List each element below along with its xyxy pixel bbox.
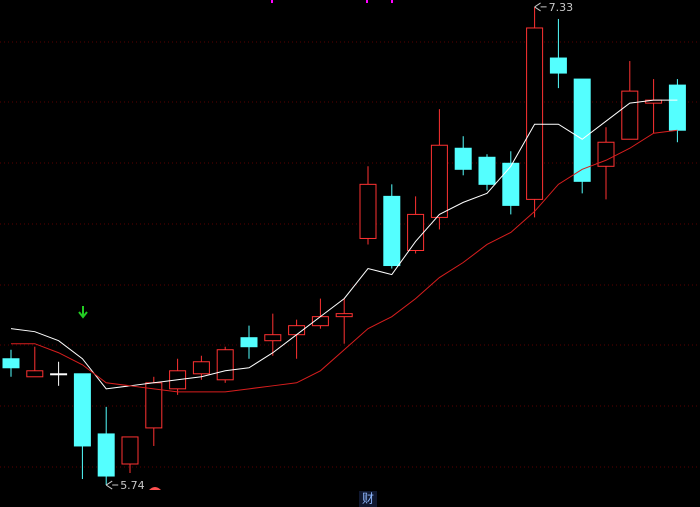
candle-body (573, 78, 591, 182)
candle-body (359, 183, 377, 239)
candle-body (597, 141, 615, 167)
candle-body (549, 57, 567, 74)
candle-body (621, 90, 639, 140)
signal-arrow (78, 306, 88, 319)
candle-body (240, 337, 258, 348)
candle-body (430, 144, 448, 218)
signal-icon (149, 487, 161, 490)
grid (0, 41, 700, 468)
candle-body (335, 313, 353, 318)
candle-body (216, 349, 234, 381)
moving-average (10, 99, 678, 390)
top-marks (271, 0, 393, 3)
candle-body (383, 195, 401, 267)
candle-body (97, 433, 115, 477)
candle-body (121, 436, 139, 465)
candle-body (454, 147, 472, 170)
candle-body (502, 162, 520, 206)
low-pointer (105, 480, 119, 490)
candle-body (26, 370, 44, 378)
badge-box (359, 491, 377, 507)
moving-average (11, 129, 678, 393)
candle-body (192, 361, 210, 375)
candle-body (264, 334, 282, 342)
high-label: 7.33 (549, 1, 574, 14)
candle-body (478, 156, 496, 185)
candle-body (668, 84, 686, 131)
candle-body (526, 27, 544, 200)
candle-body (407, 213, 425, 251)
candle-body (73, 373, 91, 447)
high-pointer (534, 2, 547, 12)
candle-body (2, 358, 20, 369)
badge[interactable]: 财 (362, 492, 374, 506)
low-label: 5.74 (120, 479, 145, 492)
candle-body (50, 373, 68, 376)
